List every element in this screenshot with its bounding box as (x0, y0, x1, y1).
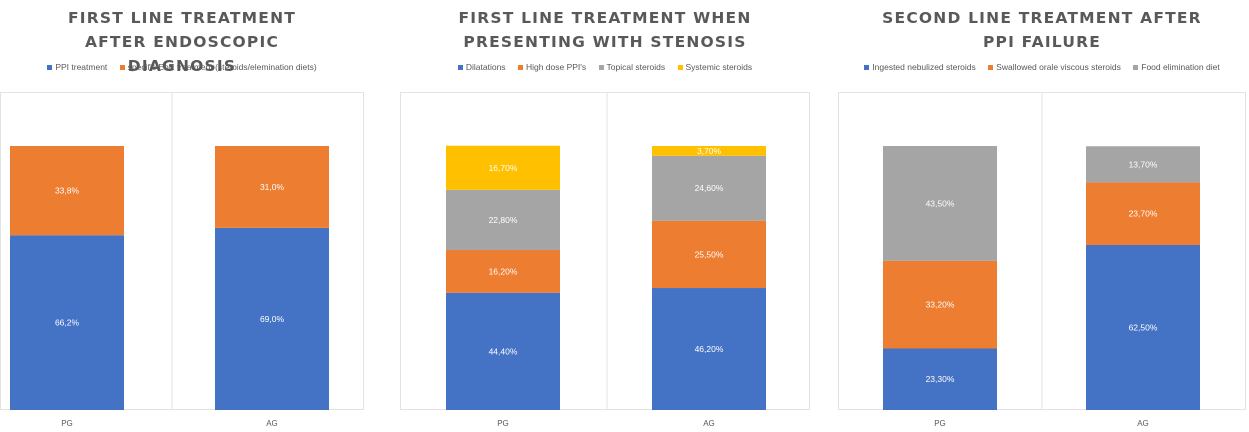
bar-segment (652, 288, 766, 410)
data-label: 23,30% (926, 374, 955, 384)
legend-swatch (457, 65, 463, 71)
data-label: 62,50% (1129, 323, 1158, 333)
category-label: PG (61, 419, 73, 428)
legend-swatch (47, 65, 53, 71)
category-label: AG (703, 419, 715, 428)
stacked-bar-chart: 44,40% 16,20% 22,80% 16,70% PG 46,20% 25,50% 24… (446, 92, 766, 428)
data-label: 66,2% (55, 318, 80, 328)
data-label: 24,60% (695, 183, 724, 193)
category-label: PG (934, 419, 946, 428)
bar-segment (10, 235, 124, 410)
legend-item: Swallowed orale viscous steroids (988, 62, 1121, 72)
bar-segment (446, 250, 560, 293)
legend-label: specific EoE treatment (steroids/elemina… (127, 62, 317, 72)
data-label: 13,70% (1129, 159, 1158, 169)
chart-legend: PPI treatment specific EoE treatment (st… (0, 62, 364, 72)
data-label: 16,20% (489, 266, 518, 276)
category-label: PG (497, 419, 509, 428)
legend-item: Dilatations (457, 62, 506, 72)
legend-label: Topical steroids (606, 62, 666, 72)
bar-segment (1086, 182, 1200, 245)
bar-segment (883, 146, 997, 261)
bar-segment (215, 227, 329, 410)
legend-item: Ingested nebulized steroids (864, 62, 976, 72)
stacked-bar-chart: 66,2% 33,8% PG 69,0% 31,0% AG (10, 92, 329, 428)
legend-item: specific EoE treatment (steroids/elemina… (119, 62, 317, 72)
legend-swatch (517, 65, 523, 71)
data-label: 23,70% (1129, 209, 1158, 219)
plot-area (0, 92, 364, 410)
legend-label: High dose PPI's (525, 62, 587, 72)
category-label: AG (266, 419, 278, 428)
legend-label: Dilatations (465, 62, 506, 72)
data-label: 22,80% (489, 215, 518, 225)
legend-swatch (119, 65, 125, 71)
stacked-bar-chart: 23,30% 33,20% 43,50% PG 62,50% 23,70% 13,70% AG (883, 92, 1200, 428)
legend-item: PPI treatment (47, 62, 107, 72)
bar-segment (652, 146, 766, 156)
bar-segment (1086, 245, 1200, 410)
bar-segment (446, 189, 560, 251)
chart-panel-1: FIRST LINE TREATMENT AFTER ENDOSCOPIC DI… (0, 0, 364, 432)
legend-swatch (1133, 65, 1139, 71)
data-label: 69,0% (260, 314, 285, 324)
legend-label: Ingested nebulized steroids (872, 62, 976, 72)
data-label: 33,8% (55, 186, 80, 196)
bar-segment (1086, 146, 1200, 183)
bar-segment (652, 155, 766, 221)
bar-segment (883, 260, 997, 349)
legend-label: Systemic steroids (685, 62, 753, 72)
chart-panel-3: SECOND LINE TREATMENT AFTER PPI FAILURE … (838, 0, 1246, 432)
legend-item: Systemic steroids (677, 62, 753, 72)
plot-area (400, 92, 810, 410)
chart-title: SECOND LINE TREATMENT AFTER PPI FAILURE (882, 9, 1202, 51)
data-label: 3,70% (697, 146, 722, 156)
data-label: 46,20% (695, 344, 724, 354)
chart-legend: Ingested nebulized steroids Swallowed or… (838, 62, 1246, 72)
data-label: 33,20% (926, 300, 955, 310)
legend-label: PPI treatment (55, 62, 108, 72)
data-label: 25,50% (695, 249, 724, 259)
bar-segment (446, 145, 560, 190)
chart-panel-2: FIRST LINE TREATMENT WHEN PRESENTING WIT… (400, 0, 810, 432)
chart-title: FIRST LINE TREATMENT AFTER ENDOSCOPIC DI… (67, 9, 297, 75)
legend-swatch (677, 65, 683, 71)
legend-item: High dose PPI's (517, 62, 587, 72)
legend-item: Food elimination diet (1133, 62, 1220, 72)
legend-swatch (864, 65, 870, 71)
bar-segment (10, 146, 124, 236)
data-label: 16,70% (489, 163, 518, 173)
legend-swatch (598, 65, 604, 71)
legend-item: Topical steroids (598, 62, 666, 72)
bar-segment (652, 220, 766, 289)
category-label: AG (1137, 419, 1149, 428)
data-label: 31,0% (260, 182, 285, 192)
legend-swatch (988, 65, 994, 71)
bar-segment (446, 292, 560, 410)
chart-title: FIRST LINE TREATMENT WHEN PRESENTING WIT… (458, 9, 752, 51)
data-label: 44,40% (489, 346, 518, 356)
bar-segment (883, 348, 997, 410)
legend-label: Food elimination diet (1141, 62, 1220, 72)
data-label: 43,50% (926, 198, 955, 208)
chart-legend: Dilatations High dose PPI's Topical ster… (400, 62, 810, 72)
bar-segment (215, 146, 329, 228)
legend-label: Swallowed orale viscous steroids (996, 62, 1121, 72)
